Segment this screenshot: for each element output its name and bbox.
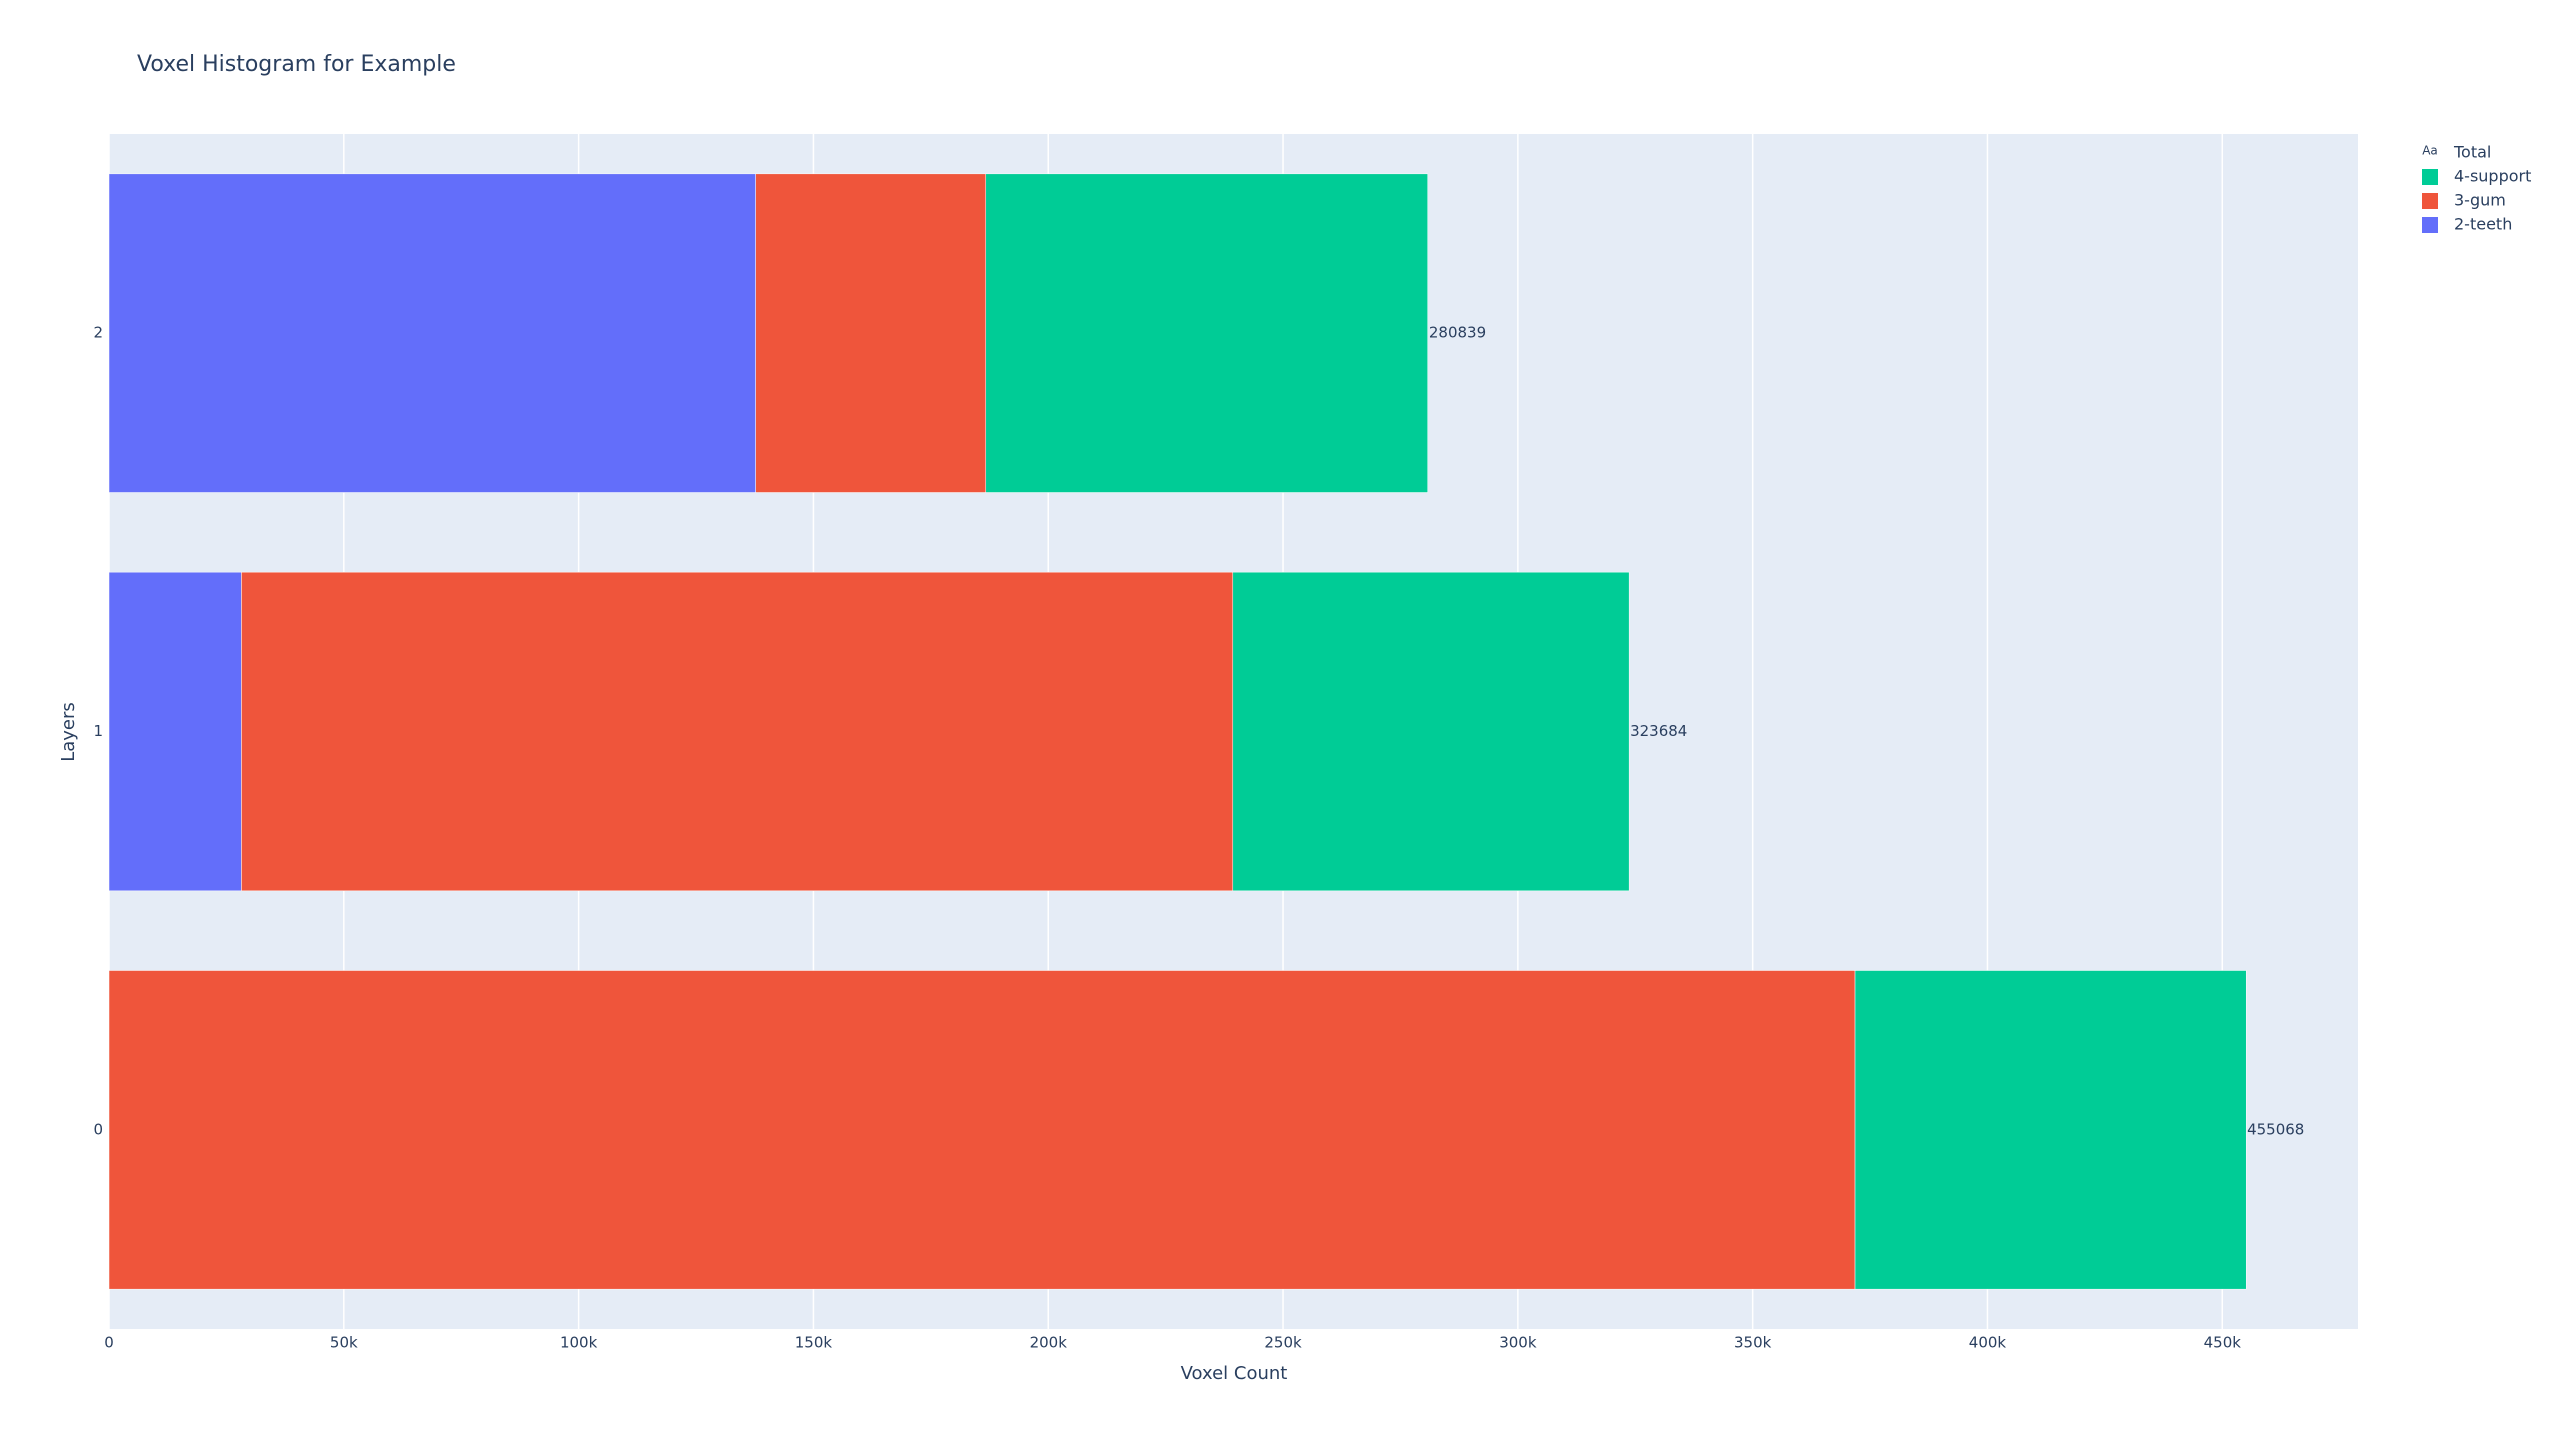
- legend-symbol: Aa: [2422, 144, 2438, 158]
- x-tick-label: 250k: [1264, 1334, 1302, 1352]
- legend-swatch: [2422, 169, 2438, 185]
- x-tick-label: 400k: [1969, 1334, 2007, 1352]
- total-label: 455068: [2247, 1120, 2304, 1138]
- total-label: 280839: [1429, 324, 1486, 342]
- bar-segment: [985, 173, 1428, 493]
- total-label: 323684: [1630, 722, 1687, 740]
- y-axis-title: Layers: [58, 702, 79, 762]
- x-axis-title: Voxel Count: [1181, 1363, 1288, 1384]
- x-tick-label: 450k: [2204, 1334, 2242, 1352]
- bars: [108, 173, 2247, 1290]
- bar-segment: [1854, 970, 2247, 1290]
- chart-title: Voxel Histogram for Example: [137, 52, 456, 77]
- legend-swatch: [2422, 193, 2438, 209]
- bar-segment: [108, 571, 242, 892]
- x-tick-label: 0: [104, 1334, 114, 1352]
- y-tick-label: 0: [93, 1120, 103, 1138]
- x-tick-label: 350k: [1734, 1334, 1772, 1352]
- legend-label: 4-support: [2454, 167, 2531, 186]
- x-tick-label: 50k: [330, 1334, 358, 1352]
- x-tick-label: 100k: [560, 1334, 598, 1352]
- legend-label: Total: [2453, 143, 2491, 162]
- legend-swatch: [2422, 217, 2438, 233]
- x-tick-label: 150k: [795, 1334, 833, 1352]
- bar-segment: [755, 173, 987, 493]
- bar-segment: [108, 970, 1856, 1290]
- y-tick-label: 2: [93, 324, 103, 342]
- x-tick-label: 300k: [1499, 1334, 1537, 1352]
- y-tick-label: 1: [93, 722, 103, 740]
- bar-segment: [241, 571, 1234, 892]
- legend-label: 2-teeth: [2454, 215, 2512, 234]
- legend-label: 3-gum: [2454, 191, 2506, 210]
- bar-segment: [1232, 571, 1630, 892]
- bar-segment: [108, 173, 756, 493]
- x-tick-label: 200k: [1030, 1334, 1068, 1352]
